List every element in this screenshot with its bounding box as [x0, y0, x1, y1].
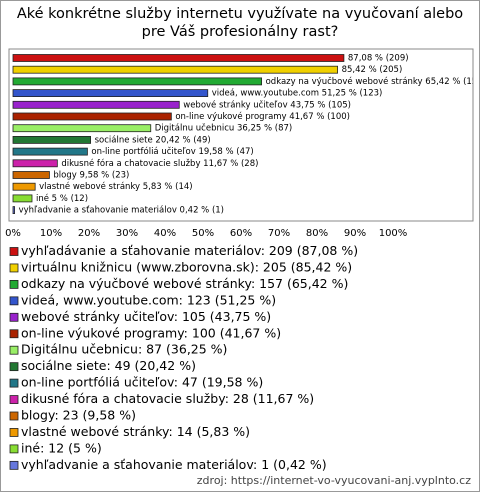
bar-label: blogy 9,58 % (23): [53, 171, 129, 181]
x-tick-label: 0%: [5, 228, 21, 239]
bar-label: webové stránky učiteľov 43,75 % (105): [183, 99, 351, 110]
bar-label: odkazy na výučbové webové stránky 65,42 …: [266, 76, 479, 87]
bar: [12, 159, 58, 168]
legend-label: iné: 12 (5 %): [21, 440, 102, 455]
x-tick-label: 30%: [116, 228, 138, 239]
legend-swatch: [9, 411, 19, 421]
legend-label: vyhľadávanie a sťahovanie materiálov: 20…: [21, 243, 358, 258]
legend-label: vlastné webové stránky: 14 (5,83 %): [21, 424, 250, 439]
bar-label: on-line portfóliá učiteľov 19,58 % (47): [91, 146, 253, 157]
bar: [12, 112, 172, 121]
bar: [12, 54, 345, 62]
legend-label: videá, www.youtube.com: 123 (51,25 %): [21, 292, 276, 307]
x-tick-label: 40%: [154, 228, 176, 239]
bar-label: 85,42 % (205): [342, 65, 403, 75]
legend-label: blogy: 23 (9,58 %): [21, 408, 136, 423]
x-tick-label: 70%: [268, 228, 290, 239]
legend-swatch: [9, 444, 19, 454]
x-tick-label: 100%: [379, 228, 408, 239]
legend-swatch: [9, 247, 19, 256]
bar: [12, 147, 88, 156]
bar: [12, 65, 338, 74]
bar: [12, 206, 15, 215]
legend-swatch: [9, 378, 19, 388]
bar-label: vyhľadvanie a sťahovanie materiálov 0,42…: [19, 206, 224, 216]
bars: 87,08 % (209)85,42 % (205)odkazy na výuč…: [12, 54, 479, 216]
bar-label: Digitálnu učebnicu 36,25 % (87): [155, 123, 293, 134]
x-tick-label: 90%: [344, 228, 366, 239]
x-tick-label: 60%: [230, 228, 252, 239]
bar-label: 87,08 % (209): [348, 54, 409, 64]
legend-swatch: [9, 296, 19, 306]
legend-label: on-line výukové programy: 100 (41,67 %): [21, 325, 281, 340]
legend-label: vyhľadvanie a sťahovanie materiálov: 1 (…: [21, 457, 327, 472]
x-tick-label: 80%: [306, 228, 328, 239]
x-tick-label: 50%: [192, 228, 214, 239]
bar-label: videá, www.youtube.com 51,25 % (123): [212, 89, 383, 99]
source: zdroj: https://internet-vo-vyucovani-anj…: [197, 474, 471, 487]
legend-label: odkazy na výučbové webové stránky: 157 (…: [21, 276, 348, 291]
legend-label: Digitálnu učebnicu: 87 (36,25 %): [21, 342, 227, 357]
bar-label: sociálne siete 20,42 % (49): [95, 135, 211, 145]
legend-swatch: [9, 460, 19, 470]
bar-label: vlastné webové stránky 5,83 % (14): [39, 181, 192, 192]
bar: [12, 100, 180, 109]
legend-swatch: [9, 362, 19, 372]
legend-label: webové stránky učiteľov: 105 (43,75 %): [21, 309, 271, 324]
bar-label: iné 5 % (12): [36, 193, 88, 204]
legend-label: virtuálnu knižnicu (www.zborovna.sk): 20…: [21, 259, 352, 274]
legend-label: dikusné fóra a chatovacie služby: 28 (11…: [21, 391, 314, 406]
legend-swatch: [9, 329, 19, 339]
legend-swatch: [9, 263, 19, 273]
legend-swatch: [9, 428, 19, 437]
legend-label: sociálne siete: 49 (20,42 %): [21, 358, 196, 373]
bar: [12, 135, 91, 144]
chart-title: Aké konkrétne služby internetu využívate…: [16, 6, 464, 40]
bar: [12, 194, 33, 203]
bar: [12, 182, 36, 191]
legend-swatch: [9, 395, 19, 404]
bar: [12, 124, 152, 133]
legend-swatch: [9, 345, 19, 355]
bar: [12, 89, 209, 97]
legend-label: on-line portfóliá učiteľov: 47 (19,58 %): [21, 375, 263, 390]
bar-label: dikusné fóra a chatovacie služby 11,67 %…: [61, 158, 258, 169]
legend-swatch: [9, 312, 19, 322]
bar: [12, 77, 262, 86]
bar-label: on-line výukové programy 41,67 % (100): [175, 111, 350, 122]
legend-swatch: [9, 279, 19, 289]
x-tick-label: 20%: [78, 228, 100, 239]
x-tick-label: 10%: [40, 228, 62, 239]
bar: [12, 171, 50, 179]
